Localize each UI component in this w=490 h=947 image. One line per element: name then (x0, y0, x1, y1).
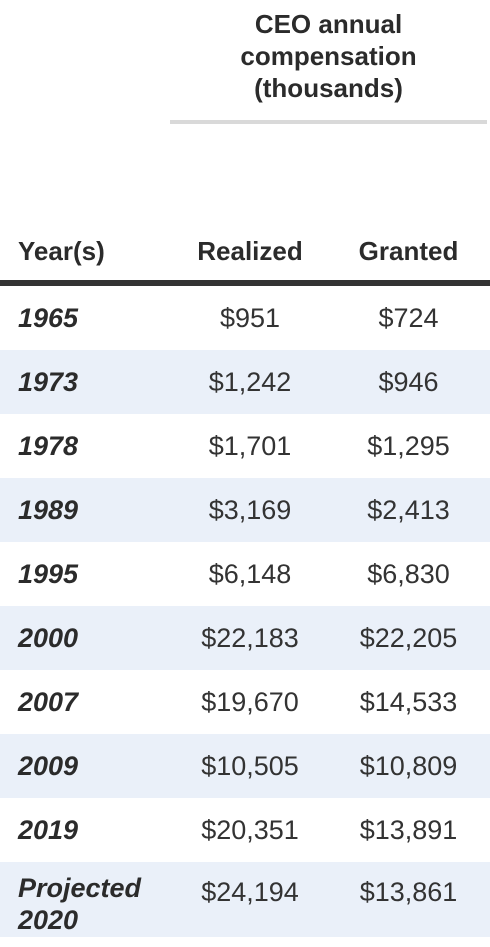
table-row: 1989 $3,169 $2,413 (0, 478, 490, 542)
cell-realized: $1,242 (208, 367, 292, 397)
group-header-underline (170, 120, 487, 124)
cell-granted: $22,205 (359, 623, 458, 653)
cell-year: Projected 2020 (18, 873, 142, 935)
cell-realized: $19,670 (201, 687, 299, 717)
cell-realized: $10,505 (201, 751, 299, 781)
table-row: 2019 $20,351 $13,891 (0, 798, 490, 862)
cell-realized: $6,148 (208, 559, 292, 589)
table-row: 1995 $6,148 $6,830 (0, 542, 490, 606)
table-row: 2007 $19,670 $14,533 (0, 670, 490, 734)
cell-realized: $1,701 (208, 431, 292, 461)
table-row: 2009 $10,505 $10,809 (0, 734, 490, 798)
group-header: CEO annual compensation (thousands) (240, 9, 417, 103)
cell-year: 2000 (18, 623, 79, 653)
column-header-realized: Realized (197, 236, 303, 266)
column-headers: Year(s) Realized Granted (0, 222, 490, 278)
cell-granted: $1,295 (367, 431, 450, 461)
cell-realized: $20,351 (201, 815, 299, 845)
column-header-year: Year(s) (18, 236, 105, 266)
cell-granted: $10,809 (359, 751, 458, 781)
cell-realized: $22,183 (201, 623, 299, 653)
cell-granted: $6,830 (367, 559, 450, 589)
header-rule (0, 280, 490, 286)
column-header-granted: Granted (358, 236, 459, 266)
cell-realized: $24,194 (201, 877, 299, 907)
table-row: 2000 $22,183 $22,205 (0, 606, 490, 670)
cell-realized: $3,169 (208, 495, 292, 525)
cell-granted: $946 (378, 367, 439, 397)
cell-year: 1978 (18, 431, 79, 461)
cell-granted: $724 (378, 303, 439, 333)
cell-year: 1989 (18, 495, 79, 525)
cell-year: 1973 (18, 367, 79, 397)
cell-granted: $2,413 (367, 495, 450, 525)
table-row: 1973 $1,242 $946 (0, 350, 490, 414)
table-row: 1978 $1,701 $1,295 (0, 414, 490, 478)
cell-granted: $14,533 (359, 687, 458, 717)
table-row: Projected 2020 $24,194 $13,861 (0, 862, 490, 937)
cell-realized: $951 (219, 303, 281, 333)
cell-year: 2019 (18, 815, 79, 845)
cell-year: 1965 (18, 303, 79, 333)
cell-granted: $13,891 (359, 815, 458, 845)
table-body: 1965 $951 $724 1973 $1,242 $946 1978 $1,701 $1,2… (0, 286, 490, 937)
cell-year: 1995 (18, 559, 79, 589)
cell-year: 2007 (18, 687, 79, 717)
cell-granted: $13,861 (359, 877, 458, 907)
table-row: 1965 $951 $724 (0, 286, 490, 350)
cell-year: 2009 (18, 751, 79, 781)
